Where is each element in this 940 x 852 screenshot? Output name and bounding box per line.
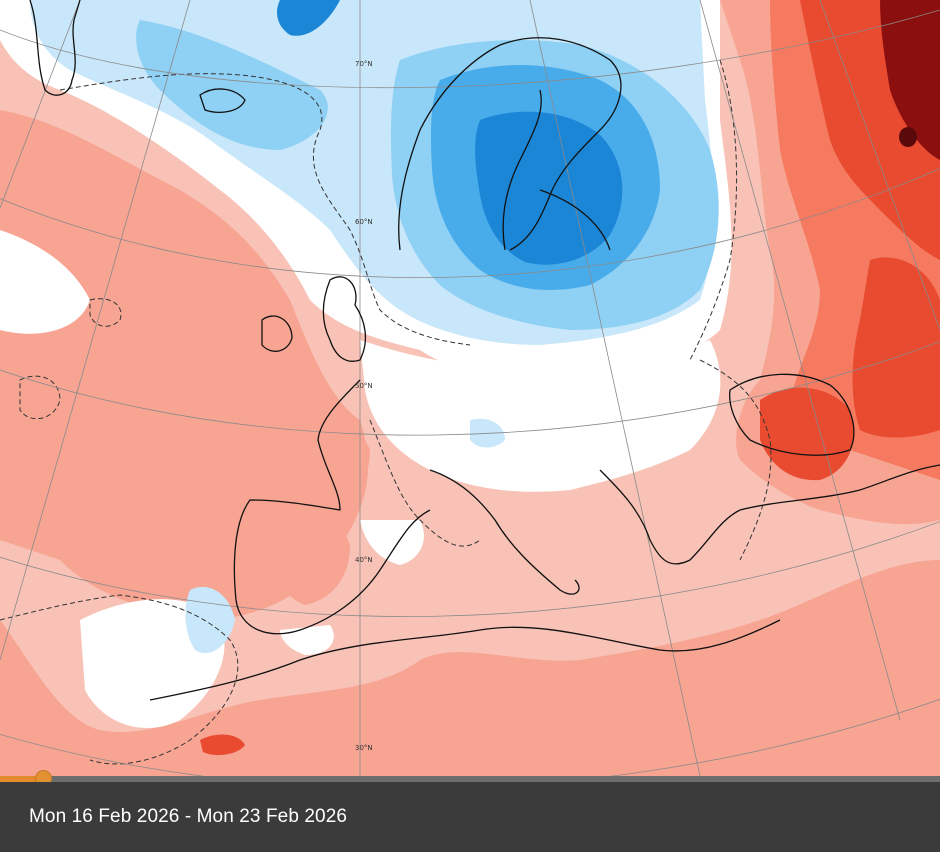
east-deep-red-core [899, 127, 917, 147]
black-sea-strong-red [760, 387, 854, 481]
cold-greenland-sea [136, 20, 328, 150]
central-europe-neutral [360, 340, 721, 492]
timeline-progress [0, 776, 44, 782]
neutral-spain-north [360, 520, 424, 565]
turkey-strong-red [852, 257, 940, 438]
map-canvas: 70°N 60°N 50°N 40°N 30°N [0, 0, 940, 776]
lat-label-40: 40°N [355, 556, 373, 564]
east-deep-red [880, 0, 940, 160]
lat-label-50: 50°N [355, 382, 373, 390]
lat-label-30: 30°N [355, 744, 373, 752]
atlantic-light-red [0, 110, 369, 620]
iberia-light-red [274, 506, 350, 605]
contour-lines [0, 59, 772, 765]
cold-spain-south [185, 586, 235, 654]
lat-label-70: 70°N [355, 60, 373, 68]
lat-label-60: 60°N [355, 218, 373, 226]
caption-panel: Mon 16 Feb 2026 - Mon 23 Feb 2026 [0, 782, 940, 852]
neutral-west-1 [0, 230, 90, 334]
anomaly-map: 70°N 60°N 50°N 40°N 30°N [0, 0, 940, 776]
france-light-red [295, 416, 370, 505]
scandinavia-strong-blue [475, 111, 623, 265]
north-africa-light-red [0, 560, 940, 776]
cold-core-north [277, 0, 340, 36]
morocco-strong-red [200, 734, 245, 756]
coastlines [29, 0, 940, 701]
graticule [0, 0, 940, 776]
date-range-label: Mon 16 Feb 2026 - Mon 23 Feb 2026 [29, 806, 348, 827]
